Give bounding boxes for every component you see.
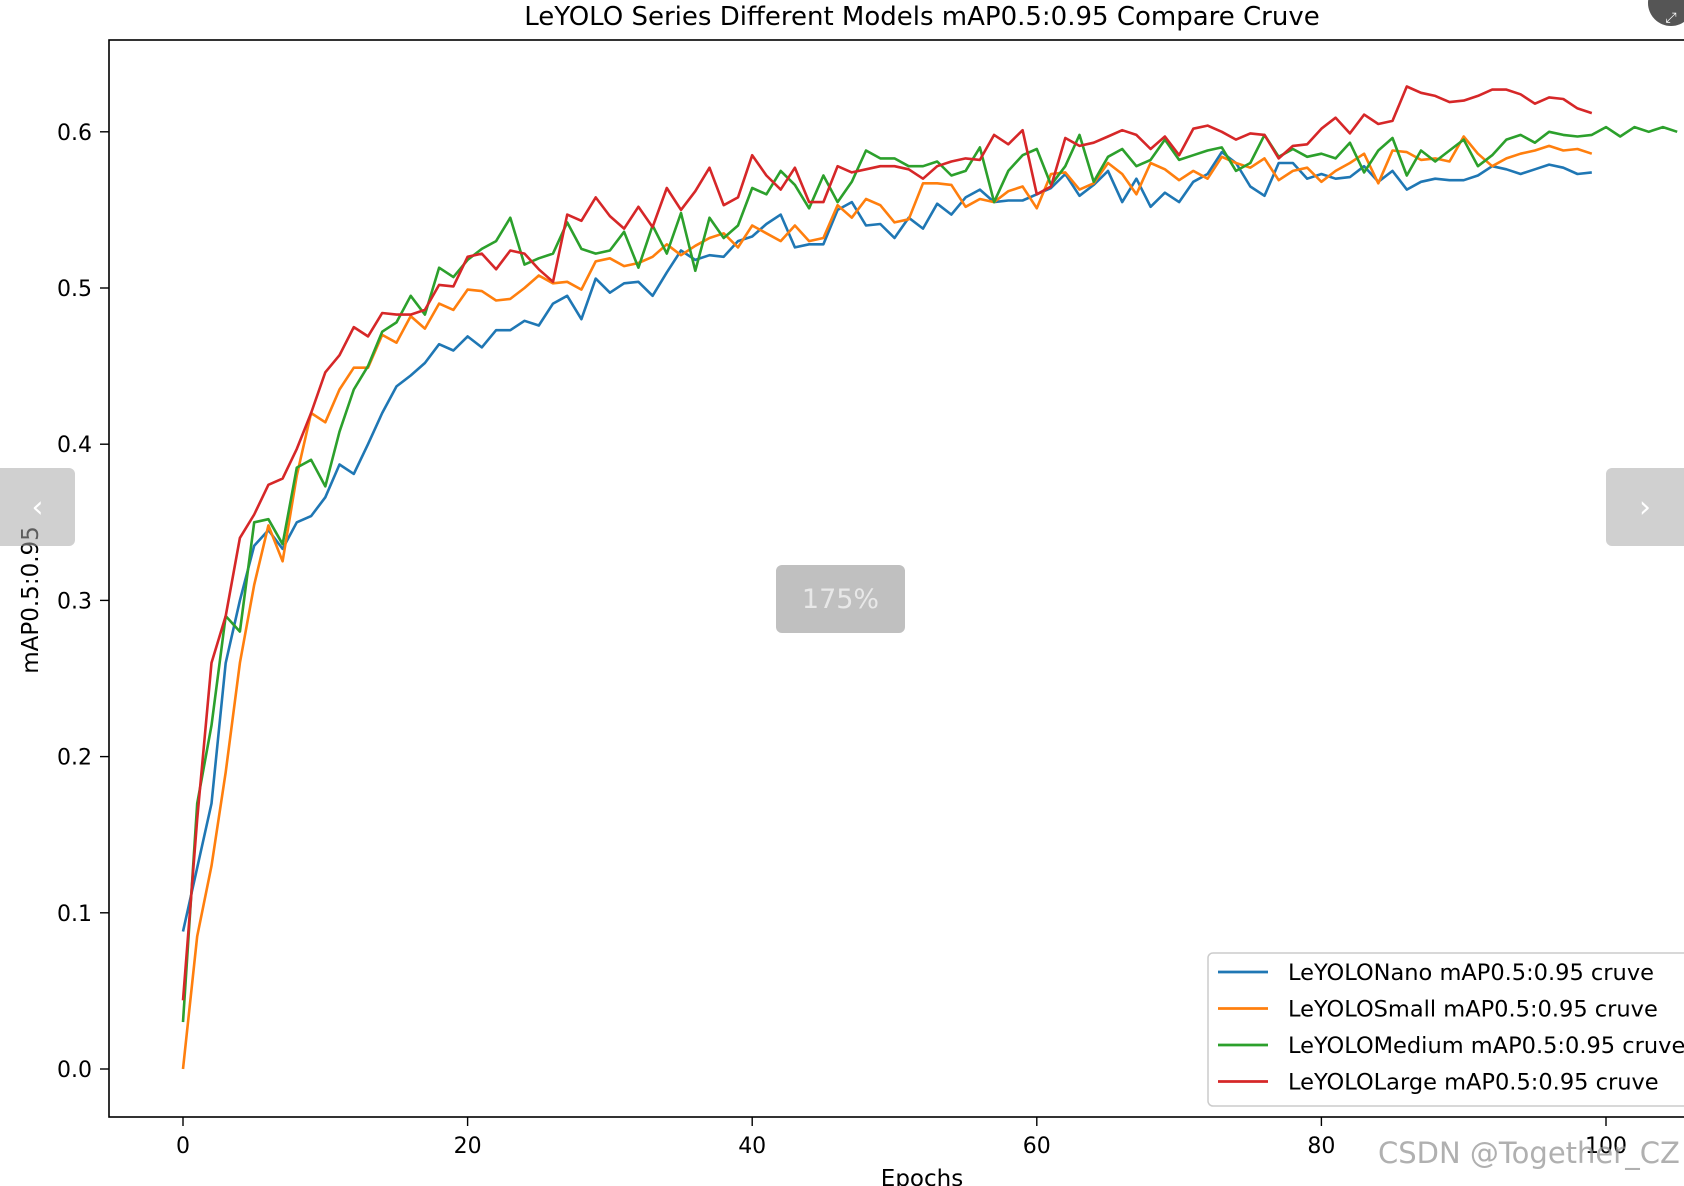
y-axis-label: mAP0.5:0.95: [18, 526, 44, 674]
chevron-right-icon: ›: [1639, 489, 1651, 525]
legend-label-leyololarge: LeYOLOLarge mAP0.5:0.95 cruve: [1288, 1070, 1659, 1096]
x-tick-label: 20: [454, 1134, 482, 1159]
next-image-button[interactable]: ›: [1606, 468, 1684, 546]
legend-label-leyolonano: LeYOLONano mAP0.5:0.95 cruve: [1288, 960, 1654, 986]
y-tick-label: 0.3: [57, 589, 92, 614]
y-tick-label: 0.2: [57, 746, 92, 771]
y-axis: 0.0 0.1 0.2 0.3 0.4 0.5 0.6: [57, 121, 109, 1083]
series-lines: [181, 85, 1678, 1070]
y-tick-label: 0.5: [57, 277, 92, 302]
plot-area: [108, 39, 1684, 1118]
x-axis-label: Epochs: [881, 1166, 963, 1186]
legend-label-leyolosmall: LeYOLOSmall mAP0.5:0.95 cruve: [1288, 997, 1658, 1023]
x-tick-label: 60: [1023, 1134, 1051, 1159]
x-axis: 0 20 40 60 80 100: [176, 1117, 1627, 1159]
x-tick-label: 100: [1585, 1134, 1627, 1159]
legend: LeYOLONano mAP0.5:0.95 cruve LeYOLOSmall …: [1207, 952, 1684, 1107]
expand-icon: ⤢: [1665, 10, 1677, 26]
x-tick-label: 0: [176, 1134, 190, 1159]
y-tick-label: 0.6: [57, 121, 92, 146]
legend-label-leyolomedium: LeYOLOMedium mAP0.5:0.95 cruve: [1288, 1033, 1684, 1059]
y-tick-label: 0.4: [57, 433, 92, 458]
x-tick-label: 40: [738, 1134, 766, 1159]
previous-image-button[interactable]: ‹: [0, 468, 75, 546]
x-tick-label: 80: [1307, 1134, 1335, 1159]
series-line-leyolonano: [181, 150, 1592, 932]
watermark-text: CSDN @Together_CZ: [1378, 1136, 1680, 1170]
chevron-left-icon: ‹: [31, 489, 44, 525]
chart-title: LeYOLO Series Different Models mAP0.5:0.…: [524, 2, 1320, 32]
series-line-leyolomedium: [181, 125, 1678, 1023]
zoom-level-label: 175%: [801, 583, 880, 615]
y-tick-label: 0.1: [57, 902, 92, 927]
series-line-leyololarge: [181, 85, 1593, 1001]
legend-box: [1207, 952, 1684, 1107]
y-tick-label: 0.0: [57, 1058, 92, 1083]
zoom-level-badge: 175%: [776, 565, 905, 633]
